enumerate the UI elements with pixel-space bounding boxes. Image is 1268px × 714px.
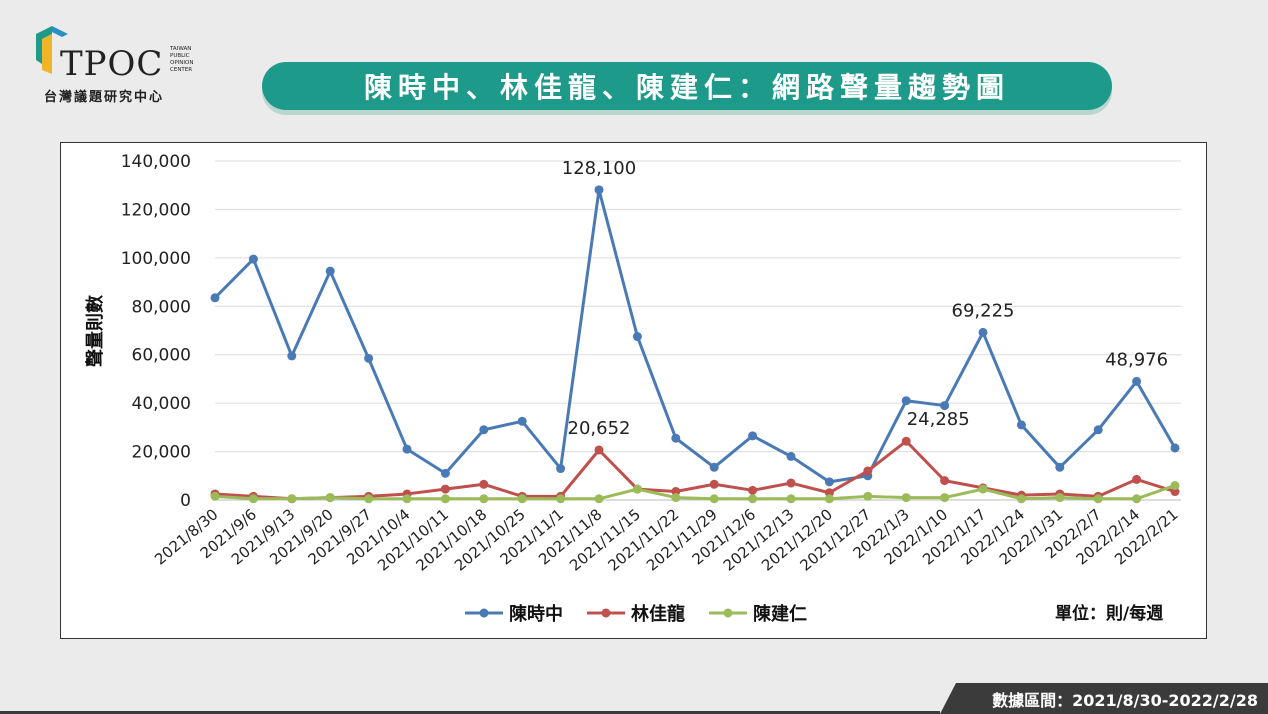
data-point [248, 254, 258, 264]
data-point [709, 462, 719, 472]
data-point [1132, 474, 1142, 484]
data-point [1132, 494, 1142, 504]
data-point [709, 479, 719, 489]
data-point [940, 476, 950, 486]
data-point [1170, 480, 1180, 490]
data-point [440, 484, 450, 494]
series-line [214, 484, 1176, 501]
logo-brand: TPOC [60, 44, 164, 84]
data-label: 20,652 [568, 418, 631, 439]
data-point [863, 466, 873, 476]
data-point [709, 494, 719, 504]
legend-marker [601, 608, 611, 618]
data-point [940, 401, 950, 411]
tpoc-logo: TPOC TAIWAN PUBLIC OPINION CENTER 台灣議題研究… [32, 24, 202, 105]
legend-marker [479, 608, 489, 618]
data-point [901, 493, 911, 503]
data-point [287, 351, 297, 361]
page-title: 陳時中、林佳龍、陳建仁：網路聲量趨勢圖 [262, 62, 1112, 110]
legend-label: 陳時中 [509, 603, 563, 625]
data-point [248, 494, 258, 504]
data-point [517, 494, 527, 504]
data-point [748, 431, 758, 441]
data-point [325, 493, 335, 503]
logo-mark-icon [36, 26, 68, 74]
y-tick-label: 0 [180, 491, 191, 511]
data-point [1016, 494, 1026, 504]
data-point [479, 425, 489, 435]
data-point [479, 494, 489, 504]
legend-marker [723, 608, 733, 618]
data-point [594, 494, 604, 504]
data-point [210, 293, 220, 303]
data-point [440, 494, 450, 504]
data-point [671, 493, 681, 503]
data-point [594, 185, 604, 195]
data-point [1055, 493, 1065, 503]
data-point [556, 464, 566, 474]
y-tick-label: 40,000 [132, 394, 191, 414]
data-point [1170, 443, 1180, 453]
data-point [632, 484, 642, 494]
data-point [1016, 420, 1026, 430]
data-label: 24,285 [907, 409, 970, 430]
data-point [824, 477, 834, 487]
series-line [214, 439, 1176, 501]
data-point [1132, 376, 1142, 386]
date-range-label: 數據區間：2021/8/30-2022/2/28 [992, 690, 1258, 710]
y-tick-label: 100,000 [121, 249, 191, 269]
data-point [287, 494, 297, 504]
data-point [364, 494, 374, 504]
data-point [786, 494, 796, 504]
logo-subtitle: TAIWAN PUBLIC OPINION CENTER [170, 46, 194, 73]
chart-container: 0 20,000 40,000 60,000 80,000 100,000 120,000 1… [60, 142, 1207, 639]
data-point [786, 478, 796, 488]
data-point [978, 484, 988, 494]
y-tick-label: 120,000 [121, 200, 191, 220]
series-line [213, 188, 1177, 484]
data-label: 69,225 [952, 300, 1015, 321]
data-point [517, 416, 527, 426]
data-point [402, 494, 412, 504]
logo-caption: 台灣議題研究中心 [44, 90, 165, 105]
data-point [671, 433, 681, 443]
data-point [440, 468, 450, 478]
unit-label: 單位：則/每週 [1055, 604, 1164, 624]
data-point [824, 494, 834, 504]
data-label: 128,100 [562, 158, 636, 179]
legend-label: 陳建仁 [753, 603, 807, 625]
y-tick-label: 80,000 [132, 297, 191, 317]
data-point [402, 444, 412, 454]
line-chart: 0 20,000 40,000 60,000 80,000 100,000 120,000 1… [84, 152, 1182, 625]
y-axis-title: 聲量則數 [84, 295, 106, 367]
data-label: 48,976 [1105, 349, 1168, 370]
data-point [748, 494, 758, 504]
data-point [210, 491, 220, 501]
data-point [1055, 462, 1065, 472]
y-tick-label: 60,000 [132, 346, 191, 366]
data-point [978, 327, 988, 337]
date-range-bar: 數據區間：2021/8/30-2022/2/28 [940, 683, 1268, 714]
data-point [940, 493, 950, 503]
data-point [1093, 425, 1103, 435]
data-point [901, 396, 911, 406]
y-tick-label: 140,000 [121, 152, 191, 172]
data-point [325, 266, 335, 276]
data-point [364, 353, 374, 363]
y-tick-label: 20,000 [132, 443, 191, 463]
data-point [632, 332, 642, 342]
data-point [594, 445, 604, 455]
data-point [556, 494, 566, 504]
data-point [786, 451, 796, 461]
data-point [1093, 494, 1103, 504]
footer-divider [0, 711, 940, 714]
data-point [479, 479, 489, 489]
data-point [901, 436, 911, 446]
legend-label: 林佳龍 [631, 603, 685, 625]
data-point [863, 491, 873, 501]
data-point [748, 485, 758, 495]
